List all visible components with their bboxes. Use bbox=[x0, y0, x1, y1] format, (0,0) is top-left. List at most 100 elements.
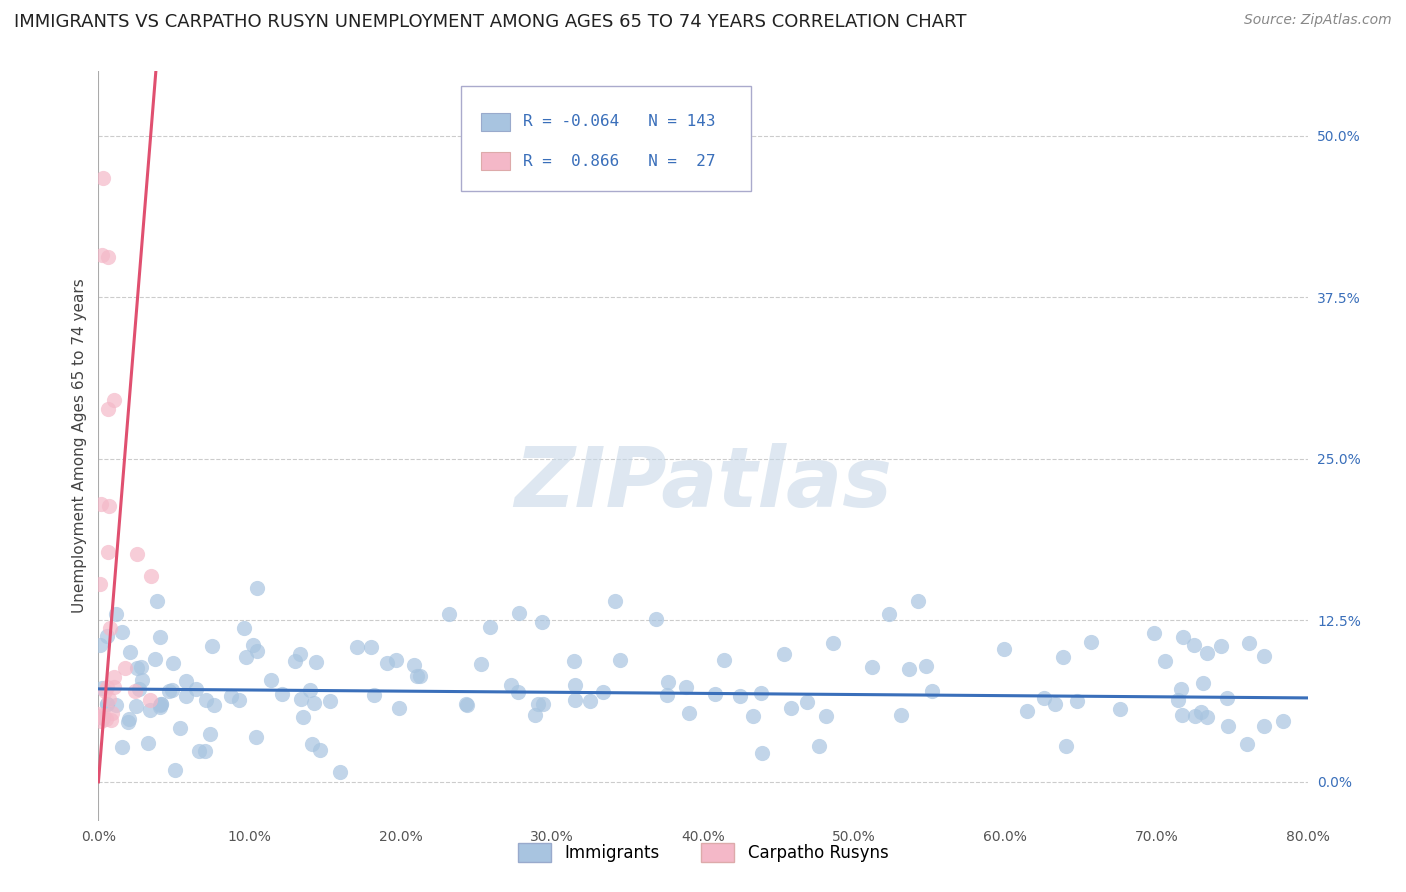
Point bbox=[470, 657, 492, 672]
Point bbox=[124, 683, 146, 698]
Point bbox=[713, 652, 735, 666]
Point bbox=[678, 706, 700, 720]
Point bbox=[1171, 630, 1194, 644]
Point bbox=[150, 697, 173, 711]
Point bbox=[346, 640, 368, 654]
Point bbox=[136, 736, 159, 750]
Point bbox=[1184, 708, 1206, 723]
Point bbox=[1017, 704, 1039, 718]
Point bbox=[1197, 710, 1219, 724]
Point bbox=[97, 545, 120, 559]
Point bbox=[89, 577, 111, 591]
Point bbox=[117, 714, 139, 729]
Point bbox=[94, 683, 117, 698]
Point bbox=[1032, 691, 1054, 706]
Point bbox=[508, 607, 530, 621]
Point bbox=[125, 547, 148, 561]
Point bbox=[125, 661, 148, 675]
Point bbox=[1171, 707, 1194, 722]
Point bbox=[96, 680, 118, 694]
Point bbox=[1197, 646, 1219, 660]
Point bbox=[100, 713, 122, 727]
Point bbox=[219, 689, 242, 703]
Point bbox=[1066, 694, 1088, 708]
Point bbox=[1052, 649, 1074, 664]
Point bbox=[1080, 635, 1102, 649]
Point bbox=[120, 645, 142, 659]
Point bbox=[291, 710, 314, 724]
Point bbox=[1218, 719, 1240, 733]
Point bbox=[91, 681, 114, 695]
Point bbox=[169, 721, 191, 735]
Point bbox=[815, 709, 838, 723]
Point bbox=[1045, 697, 1067, 711]
Point bbox=[98, 499, 121, 513]
Point bbox=[562, 654, 585, 668]
Point bbox=[531, 697, 554, 711]
Point bbox=[437, 607, 460, 621]
Point bbox=[360, 640, 382, 655]
Point bbox=[704, 687, 727, 701]
Point bbox=[1109, 702, 1132, 716]
Point bbox=[290, 647, 312, 661]
Point bbox=[780, 700, 803, 714]
Point bbox=[110, 625, 132, 640]
Point bbox=[188, 743, 211, 757]
Point bbox=[329, 765, 352, 780]
Point bbox=[1271, 714, 1294, 728]
Text: Source: ZipAtlas.com: Source: ZipAtlas.com bbox=[1244, 13, 1392, 28]
Point bbox=[402, 657, 425, 672]
Point bbox=[149, 630, 172, 644]
Point bbox=[160, 682, 183, 697]
Point bbox=[1253, 648, 1275, 663]
Point bbox=[298, 683, 321, 698]
Point bbox=[823, 636, 845, 650]
Point bbox=[228, 693, 250, 707]
Point bbox=[103, 680, 125, 694]
Point bbox=[90, 497, 112, 511]
Point bbox=[260, 673, 283, 688]
FancyBboxPatch shape bbox=[481, 112, 509, 130]
Point bbox=[1253, 718, 1275, 732]
Point bbox=[174, 690, 197, 704]
Point bbox=[375, 656, 398, 670]
Point bbox=[603, 594, 626, 608]
Point bbox=[993, 641, 1015, 656]
Point bbox=[202, 698, 225, 712]
Text: IMMIGRANTS VS CARPATHO RUSYN UNEMPLOYMENT AMONG AGES 65 TO 74 YEARS CORRELATION : IMMIGRANTS VS CARPATHO RUSYN UNEMPLOYMEN… bbox=[14, 13, 966, 31]
Point bbox=[143, 652, 166, 666]
Point bbox=[408, 669, 430, 683]
Point bbox=[114, 661, 136, 675]
Point bbox=[1209, 640, 1232, 654]
Point bbox=[96, 629, 118, 643]
Point bbox=[1142, 626, 1164, 640]
Point bbox=[454, 697, 477, 711]
Point bbox=[773, 648, 796, 662]
Point bbox=[100, 706, 122, 720]
Point bbox=[87, 706, 110, 721]
Point bbox=[655, 689, 678, 703]
Point bbox=[406, 669, 429, 683]
Point bbox=[921, 683, 943, 698]
Point bbox=[195, 692, 218, 706]
Point bbox=[111, 740, 134, 755]
Point bbox=[91, 170, 114, 185]
Text: R =  0.866   N =  27: R = 0.866 N = 27 bbox=[523, 153, 716, 169]
Point bbox=[246, 581, 269, 595]
Point bbox=[388, 701, 411, 715]
Point bbox=[94, 712, 117, 726]
Point bbox=[157, 684, 180, 698]
Point bbox=[271, 687, 294, 701]
Point bbox=[523, 707, 546, 722]
Point bbox=[741, 708, 763, 723]
Point bbox=[808, 739, 831, 753]
Point bbox=[290, 691, 312, 706]
Text: ZIPatlas: ZIPatlas bbox=[515, 443, 891, 524]
Point bbox=[675, 680, 697, 694]
Point bbox=[233, 621, 256, 635]
Point bbox=[103, 670, 125, 684]
Point bbox=[235, 649, 257, 664]
Point bbox=[98, 621, 121, 635]
Point bbox=[751, 747, 773, 761]
Point bbox=[198, 727, 221, 741]
